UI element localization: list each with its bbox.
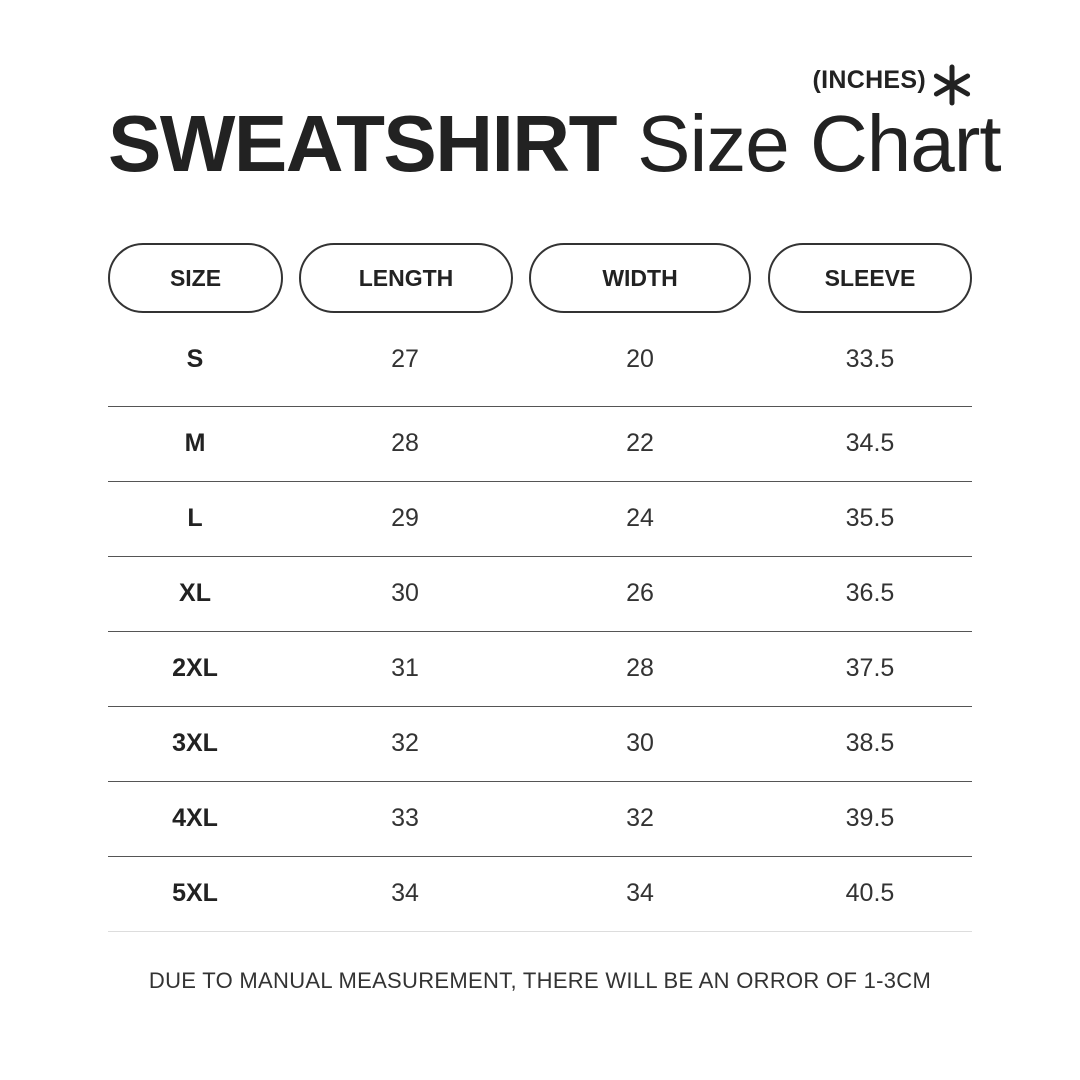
table-row: 3XL 32 30 38.5	[108, 706, 972, 782]
cell-sleeve: 35.5	[845, 504, 895, 532]
cell-size: 4XL	[172, 804, 218, 832]
cell-width: 24	[626, 504, 654, 532]
cell-length: 32	[391, 729, 419, 757]
title-product: SWEATSHIRT	[108, 99, 617, 188]
title-subtitle: Size Chart	[637, 99, 1001, 188]
cell-length: 27	[391, 345, 419, 373]
cell-size: M	[184, 429, 206, 457]
cell-size: L	[187, 504, 203, 532]
asterisk-icon	[933, 64, 971, 106]
cell-width: 20	[626, 345, 654, 373]
column-header-length: LENGTH	[299, 243, 513, 313]
column-header-size: SIZE	[108, 243, 283, 313]
table-row: M 28 22 34.5	[108, 406, 972, 482]
cell-size: 2XL	[172, 654, 218, 682]
cell-length: 31	[391, 654, 419, 682]
cell-sleeve: 33.5	[845, 345, 895, 373]
cell-size: S	[186, 345, 204, 373]
unit-label: (INCHES)	[812, 66, 926, 94]
cell-length: 34	[391, 879, 419, 907]
cell-size: 5XL	[172, 879, 218, 907]
cell-width: 32	[626, 804, 654, 832]
cell-width: 26	[626, 579, 654, 607]
page-title: SWEATSHIRT Size Chart	[108, 98, 1002, 190]
measurement-note: DUE TO MANUAL MEASUREMENT, THERE WILL BE…	[148, 968, 932, 993]
table-row: L 29 24 35.5	[108, 481, 972, 557]
cell-width: 30	[626, 729, 654, 757]
cell-length: 30	[391, 579, 419, 607]
cell-sleeve: 40.5	[845, 879, 895, 907]
cell-length: 33	[391, 804, 419, 832]
cell-length: 28	[391, 429, 419, 457]
column-header-width: WIDTH	[529, 243, 751, 313]
cell-width: 22	[626, 429, 654, 457]
cell-sleeve: 34.5	[845, 429, 895, 457]
table-row: S 27 20 33.5	[108, 313, 972, 407]
cell-width: 34	[626, 879, 654, 907]
cell-sleeve: 38.5	[845, 729, 895, 757]
table-row: 5XL 34 34 40.5	[108, 856, 972, 932]
cell-size: XL	[179, 579, 211, 607]
cell-sleeve: 39.5	[845, 804, 895, 832]
cell-sleeve: 36.5	[845, 579, 895, 607]
table-row: 4XL 33 32 39.5	[108, 781, 972, 857]
cell-width: 28	[626, 654, 654, 682]
column-header-sleeve: SLEEVE	[768, 243, 972, 313]
cell-size: 3XL	[172, 729, 218, 757]
table-row: XL 30 26 36.5	[108, 556, 972, 632]
cell-length: 29	[391, 504, 419, 532]
cell-sleeve: 37.5	[845, 654, 895, 682]
table-row: 2XL 31 28 37.5	[108, 631, 972, 707]
